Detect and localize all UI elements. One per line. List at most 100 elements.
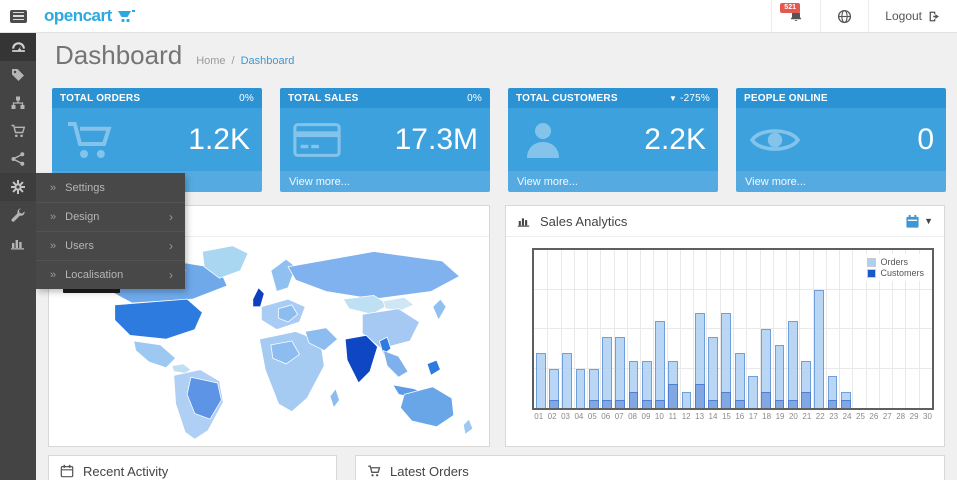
x-tick-label: 15 [721, 412, 731, 421]
breadcrumb-separator: / [231, 55, 235, 67]
gear-icon [11, 180, 25, 194]
double-angle-icon: » [50, 269, 57, 281]
sidebar-item-system[interactable] [0, 173, 36, 201]
menu-toggle-button[interactable] [0, 0, 36, 32]
x-tick-label: 07 [614, 412, 624, 421]
breadcrumb-home-link[interactable]: Home [196, 55, 226, 67]
storefront-button[interactable] [820, 0, 868, 32]
customers-bar [655, 400, 665, 408]
x-tick-label: 27 [882, 412, 892, 421]
customers-bar [708, 400, 718, 408]
logout-button[interactable]: Logout [868, 0, 957, 32]
submenu-label: Users [65, 240, 94, 252]
eye-icon [749, 128, 801, 151]
logo-cart-icon [117, 10, 135, 23]
bar-chart-icon [11, 240, 24, 250]
tile-total-sales: TOTAL SALES 0% 17.3M View more... [280, 88, 490, 192]
share-icon [11, 152, 25, 166]
x-tick-label: 06 [601, 412, 611, 421]
orders-legend-swatch [867, 257, 877, 267]
orders-bar [774, 344, 785, 408]
breadcrumb-current-link[interactable]: Dashboard [240, 55, 295, 67]
sidebar-item-dashboard[interactable] [0, 33, 36, 61]
chevron-right-icon: › [169, 210, 173, 224]
tile-title: TOTAL SALES [288, 92, 359, 104]
customers-bar [787, 400, 798, 408]
sidebar-item-tools[interactable] [0, 201, 36, 229]
view-more-link[interactable]: View more... [736, 171, 946, 192]
sales-analytics-chart[interactable]: Orders Customers 05101520 [532, 248, 934, 410]
customers-bar [549, 400, 559, 408]
customers-bar [615, 400, 626, 408]
x-tick-label: 05 [587, 412, 597, 421]
customers-bar [628, 392, 639, 408]
orders-bar [827, 376, 838, 408]
top-header: opencart 521 [0, 0, 957, 33]
tile-title: TOTAL CUSTOMERS [516, 92, 618, 104]
submenu-item-settings[interactable]: » Settings [36, 173, 185, 202]
orders-bar [681, 392, 692, 408]
orders-bar [761, 329, 772, 408]
panel-title: Recent Activity [83, 463, 169, 479]
submenu-item-design[interactable]: » Design › [36, 202, 185, 231]
submenu-label: Design [65, 211, 100, 223]
customers-bar [602, 400, 612, 408]
notifications-button[interactable]: 521 [771, 0, 820, 32]
world-map-panel-header [49, 206, 489, 237]
double-angle-icon: » [50, 211, 57, 223]
chart-x-axis: 01 02 03 04 05 06 07 08 09 10 11 12 13 14 15 16 17 18 19 20… [532, 412, 934, 426]
shopping-cart-icon [11, 124, 26, 138]
orders-bar [602, 336, 612, 408]
sidebar-item-sales[interactable] [0, 117, 36, 145]
chevron-right-icon: › [169, 268, 173, 282]
orders-legend-label: Orders [880, 257, 908, 267]
tile-change: 0% [467, 92, 482, 104]
latest-orders-panel: Latest Orders [355, 455, 945, 480]
x-tick-label: 18 [762, 412, 772, 421]
orders-bar [588, 368, 599, 408]
x-tick-label: 29 [909, 412, 919, 421]
submenu-item-localisation[interactable]: » Localisation › [36, 260, 185, 289]
hamburger-icon [9, 9, 27, 23]
orders-bar [787, 321, 798, 408]
orders-bar [734, 352, 745, 408]
chevron-right-icon: › [169, 239, 173, 253]
sidebar-item-reports[interactable] [0, 229, 36, 257]
x-tick-label: 12 [681, 412, 691, 421]
x-tick-label: 11 [668, 412, 677, 421]
x-tick-label: 10 [654, 412, 664, 421]
tile-total-customers: TOTAL CUSTOMERS ▼ -275% 2.2K View more..… [508, 88, 718, 192]
orders-bar [668, 360, 679, 408]
customers-bar [668, 384, 679, 408]
sidebar-item-marketing[interactable] [0, 145, 36, 173]
bar-chart-icon [517, 218, 530, 227]
submenu-item-users[interactable]: » Users › [36, 231, 185, 260]
dashboard-icon [11, 41, 25, 52]
tag-icon [12, 69, 24, 81]
caret-down-icon: ▼ [668, 93, 678, 103]
logout-label: Logout [885, 9, 922, 23]
panel-title: Latest Orders [390, 463, 469, 479]
orders-bar [801, 360, 811, 408]
sidebar-item-catalog[interactable] [0, 61, 36, 89]
system-submenu: » Settings » Design › » Users › » Locali… [36, 173, 185, 289]
double-angle-icon: » [50, 181, 57, 194]
x-tick-label: 22 [815, 412, 825, 421]
sign-out-icon [929, 11, 939, 21]
view-more-link[interactable]: View more... [280, 171, 490, 192]
logo-text: opencart [44, 6, 112, 25]
orders-bar [535, 352, 546, 408]
x-tick-label: 13 [695, 412, 705, 421]
orders-bar [655, 321, 665, 408]
tile-total-orders: TOTAL ORDERS 0% 1.2K View more... [52, 88, 262, 192]
orders-bar [814, 289, 825, 408]
x-tick-label: 20 [788, 412, 798, 421]
date-range-dropdown[interactable]: ▼ [905, 214, 933, 229]
globe-icon [838, 9, 852, 23]
view-more-link[interactable]: View more... [508, 171, 718, 192]
customers-bar [588, 400, 599, 408]
credit-card-icon [293, 122, 341, 157]
sidebar-nav [0, 33, 36, 480]
sidebar-item-extensions[interactable] [0, 89, 36, 117]
opencart-logo[interactable]: opencart [44, 6, 138, 26]
